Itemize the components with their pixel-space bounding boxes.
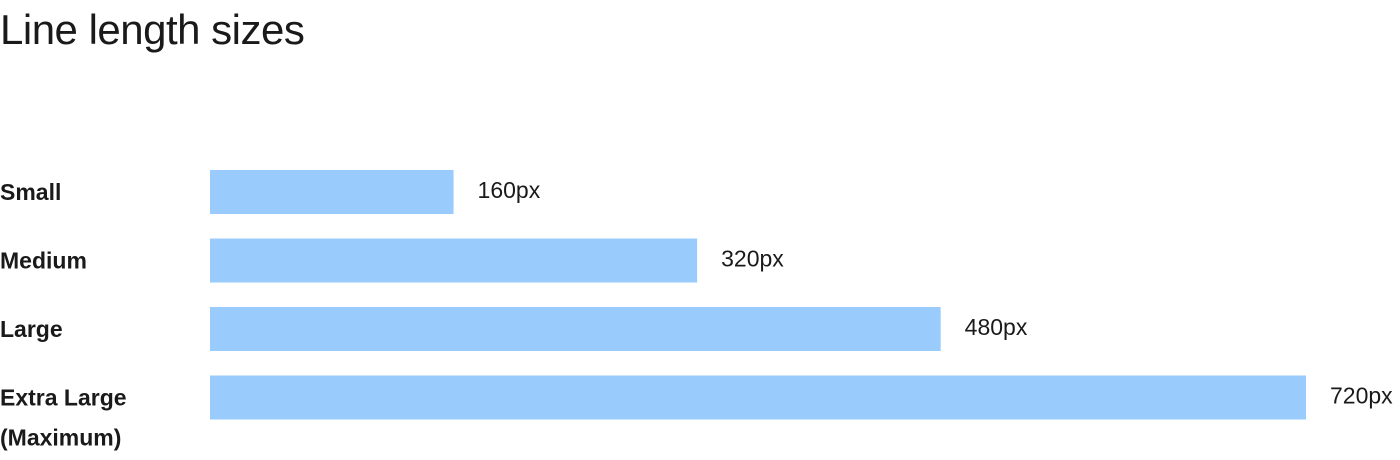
category-label-3: Large (0, 316, 63, 342)
value-label-3: 480px (965, 314, 1028, 340)
bar-2 (210, 238, 698, 283)
bars-layer: Small 160px Medium 320px Large 480px Extra Lar… (0, 170, 1393, 451)
value-label-4: 720px (1330, 383, 1393, 409)
chart-title: Line length sizes (0, 6, 305, 53)
value-label-1: 160px (478, 177, 541, 203)
category-label-2: Medium (0, 248, 87, 274)
bar-3 (210, 307, 941, 351)
category-label-4: Extra Large (Maximum) (0, 385, 127, 451)
category-label-1: Small (0, 179, 61, 205)
bar-1 (210, 170, 454, 214)
value-label-2: 320px (721, 246, 784, 272)
bar-4 (210, 375, 1306, 420)
